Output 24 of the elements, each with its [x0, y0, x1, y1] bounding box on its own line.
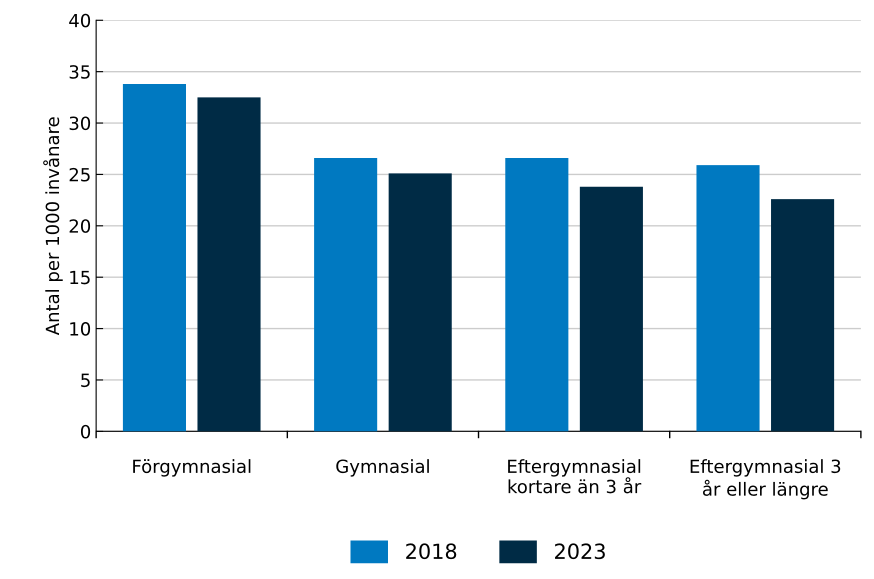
- y-tick-label: 40: [69, 14, 90, 28]
- bar: [580, 186, 643, 432]
- bar: [314, 158, 378, 432]
- x-tick-label: Förgymnasial: [133, 459, 250, 477]
- y-tick-label: 25: [70, 168, 90, 182]
- x-tick-label: Gymnasial: [336, 459, 429, 477]
- bar: [122, 84, 186, 432]
- y-tick-label: 5: [81, 374, 90, 388]
- y-tick-label: 0: [80, 424, 90, 438]
- bar: [505, 158, 568, 432]
- y-tick-label: 35: [70, 65, 90, 79]
- y-tick-label: 30: [70, 116, 90, 130]
- legend-label: 2023: [555, 543, 605, 560]
- x-tick-label: Eftergymnasial 3 år eller längre: [690, 459, 840, 500]
- bar: [388, 173, 452, 432]
- bar: [197, 97, 261, 432]
- legend-label: 2018: [406, 543, 456, 560]
- bar: [696, 165, 760, 432]
- y-tick-label: 15: [70, 270, 90, 284]
- y-axis-title: Antal per 1000 invånare: [43, 117, 63, 336]
- bar: [771, 199, 834, 432]
- y-tick-label: 20: [70, 219, 90, 233]
- x-tick-label: Eftergymnasial kortare än 3 år: [508, 459, 642, 494]
- y-tick-label: 10: [70, 322, 90, 336]
